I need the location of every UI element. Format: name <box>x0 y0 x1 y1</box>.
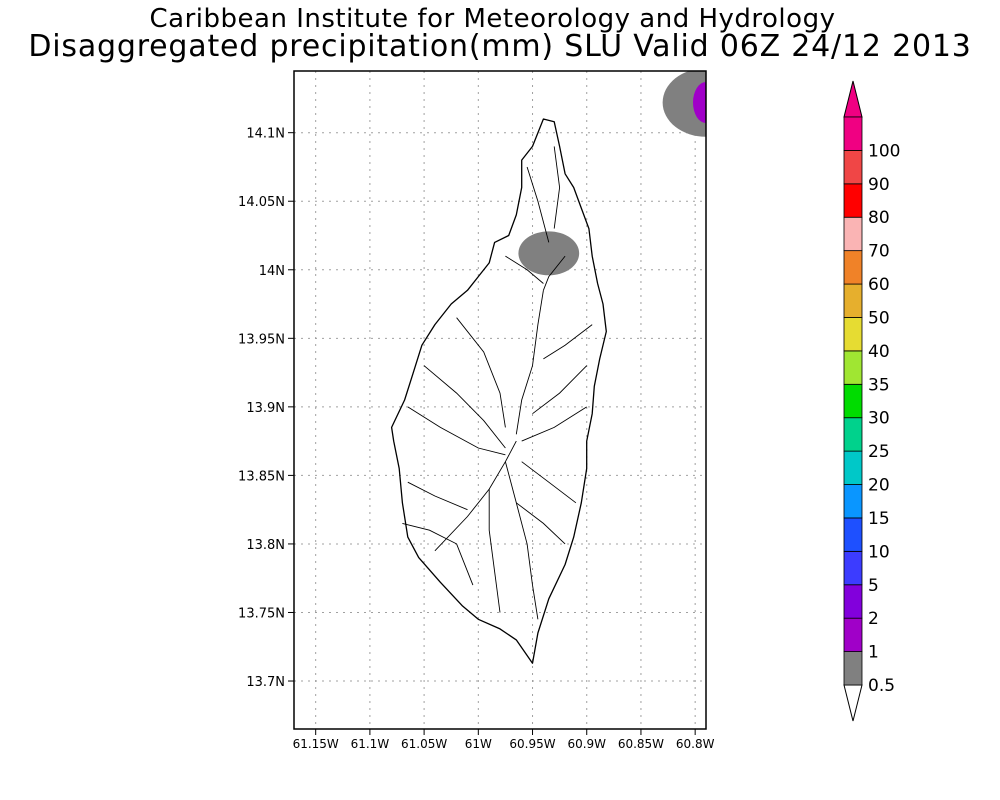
watershed-line-15 <box>521 461 577 504</box>
lat-tick-label-7: 13.75N <box>238 606 285 621</box>
lat-tick-label-1: 14.05N <box>238 195 285 210</box>
lon-tick-label-6: 60.85W <box>618 737 664 751</box>
colorbar-label-16: 100 <box>868 141 900 161</box>
map-title-line2: Disaggregated precipitation(mm) SLU Vali… <box>28 29 972 64</box>
colorbar-swatch-11 <box>843 283 863 318</box>
watershed-line-8 <box>543 324 593 360</box>
watershed-line-7 <box>407 406 506 456</box>
colorbar-label-15: 90 <box>868 175 890 195</box>
map-frame <box>293 70 707 730</box>
colorbar-label-12: 60 <box>868 275 890 295</box>
island-outline <box>390 118 607 664</box>
colorbar-swatch-14 <box>843 183 863 218</box>
colorbar-swatch-8 <box>843 383 863 419</box>
colorbar-above-arrow <box>843 80 863 118</box>
colorbar-label-3: 5 <box>868 576 879 596</box>
colorbar-label-14: 80 <box>868 208 890 228</box>
lon-tick-label-3: 61W <box>465 737 492 751</box>
colorbar-swatch-13 <box>843 216 863 252</box>
precip-area-1 <box>662 71 706 137</box>
lat-tick-label-6: 13.8N <box>246 538 285 553</box>
colorbar-below-arrow <box>843 684 863 722</box>
lon-tick-label-5: 60.9W <box>567 737 606 751</box>
longitude-axis: 61.15W 61.1W 61.05W 61W 60.95W 60.9W 60.85W 60.… <box>293 729 715 751</box>
lon-tick-label-0: 61.15W <box>293 737 339 751</box>
watershed-line-14 <box>516 502 566 545</box>
watershed-line-0 <box>526 166 550 243</box>
precip-area-0 <box>518 231 580 276</box>
lat-tick-label-2: 14N <box>259 264 285 279</box>
map-background <box>294 71 706 729</box>
lat-tick-label-5: 13.85N <box>238 469 285 484</box>
lon-tick-label-1: 61.1W <box>351 737 390 751</box>
colorbar-label-8: 30 <box>868 409 890 429</box>
colorbar-swatch-12 <box>843 250 863 285</box>
lon-tick-label-4: 60.95W <box>509 737 555 751</box>
island-outline-group <box>390 118 607 664</box>
colorbar-swatch-15 <box>843 150 863 185</box>
watershed-line-3 <box>542 255 566 291</box>
colorbar-swatch-7 <box>843 417 863 452</box>
watershed-line-6 <box>423 365 506 449</box>
lat-tick-label-4: 13.9N <box>246 401 285 416</box>
colorbar-label-1: 1 <box>868 643 879 663</box>
colorbar-swatch-2 <box>843 584 863 619</box>
watershed-line-9 <box>532 365 588 415</box>
colorbar-label-5: 15 <box>868 509 890 529</box>
grid-lines <box>294 71 706 729</box>
watershed-line-1 <box>553 146 561 229</box>
precipitation-areas <box>518 71 706 276</box>
lon-tick-label-2: 61.05W <box>401 737 447 751</box>
watershed-line-5 <box>456 317 506 428</box>
lat-tick-label-3: 13.95N <box>238 332 285 347</box>
lat-tick-label-0: 14.1N <box>246 127 285 142</box>
watershed-lines <box>402 146 593 620</box>
colorbar-label-2: 2 <box>868 609 879 629</box>
watershed-line-2 <box>505 255 544 284</box>
colorbar-label-0: 0.5 <box>868 676 895 696</box>
colorbar-label-7: 25 <box>868 442 890 462</box>
precip-area-2 <box>692 81 706 124</box>
colorbar-swatch-4 <box>843 517 863 552</box>
colorbar-swatch-9 <box>843 350 863 385</box>
colorbar-label-9: 35 <box>868 375 890 395</box>
watershed-line-17 <box>402 522 474 586</box>
watershed-line-12 <box>488 489 501 613</box>
colorbar-swatch-6 <box>843 450 863 485</box>
map-title-line1: Caribbean Institute for Meteorology and … <box>149 4 836 34</box>
colorbar-swatch-5 <box>843 484 863 519</box>
colorbar-swatch-1 <box>843 617 863 652</box>
colorbar-label-13: 70 <box>868 242 890 262</box>
lat-tick-label-8: 13.7N <box>246 675 285 690</box>
watershed-line-13 <box>504 461 539 620</box>
watershed-line-10 <box>521 406 587 442</box>
colorbar-label-10: 40 <box>868 342 890 362</box>
watershed-line-4 <box>515 290 544 435</box>
colorbar-swatch-3 <box>843 550 863 586</box>
colorbar-swatch-16 <box>843 116 863 151</box>
latitude-axis: 14.1N 14.05N 14N 13.95N 13.9N 13.85N 13.8N 13.7… <box>238 127 294 690</box>
watershed-line-16 <box>407 481 468 511</box>
colorbar-label-11: 50 <box>868 308 890 328</box>
colorbar-swatch-0 <box>843 651 863 686</box>
lon-tick-label-7: 60.8W <box>676 737 715 751</box>
colorbar-label-4: 10 <box>868 542 890 562</box>
colorbar-swatch-10 <box>843 317 863 352</box>
colorbar-label-6: 20 <box>868 476 890 496</box>
